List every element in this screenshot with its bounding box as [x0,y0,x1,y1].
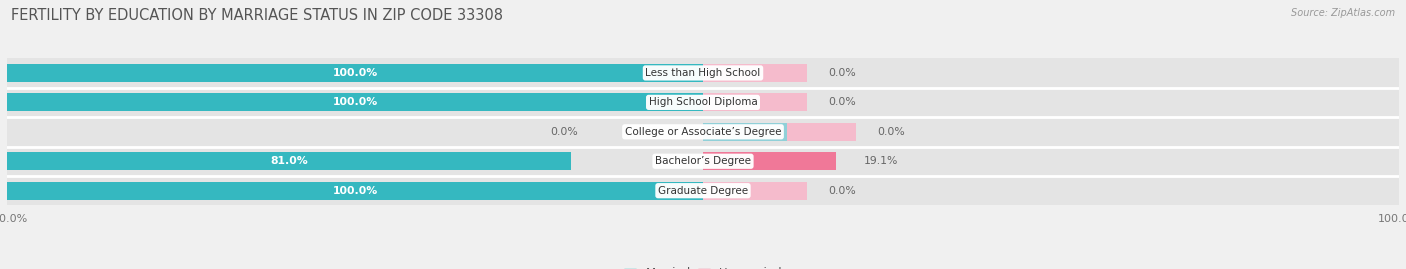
Text: 0.0%: 0.0% [550,127,578,137]
Bar [7,176,1399,206]
Text: Source: ZipAtlas.com: Source: ZipAtlas.com [1291,8,1395,18]
Text: 0.0%: 0.0% [828,97,856,107]
Text: Less than High School: Less than High School [645,68,761,78]
Bar [7,93,703,111]
Bar [7,117,1399,147]
Text: 0.0%: 0.0% [828,186,856,196]
Bar [703,123,786,141]
Bar [703,93,807,111]
Text: High School Diploma: High School Diploma [648,97,758,107]
Text: 0.0%: 0.0% [877,127,904,137]
Text: 100.0%: 100.0% [332,186,378,196]
Bar [7,88,1399,117]
Text: 19.1%: 19.1% [863,156,898,166]
Text: Bachelor’s Degree: Bachelor’s Degree [655,156,751,166]
Text: 100.0%: 100.0% [332,68,378,78]
Text: College or Associate’s Degree: College or Associate’s Degree [624,127,782,137]
Legend: Married, Unmarried: Married, Unmarried [620,263,786,269]
Bar [7,64,703,82]
Text: FERTILITY BY EDUCATION BY MARRIAGE STATUS IN ZIP CODE 33308: FERTILITY BY EDUCATION BY MARRIAGE STATU… [11,8,503,23]
Bar [786,123,856,141]
Bar [703,64,807,82]
Bar [703,182,807,200]
Text: Graduate Degree: Graduate Degree [658,186,748,196]
Bar [7,182,703,200]
Text: 81.0%: 81.0% [270,156,308,166]
Bar [7,152,571,170]
Bar [7,58,1399,88]
Text: 0.0%: 0.0% [828,68,856,78]
Bar [703,152,837,170]
Bar [7,147,1399,176]
Text: 100.0%: 100.0% [332,97,378,107]
